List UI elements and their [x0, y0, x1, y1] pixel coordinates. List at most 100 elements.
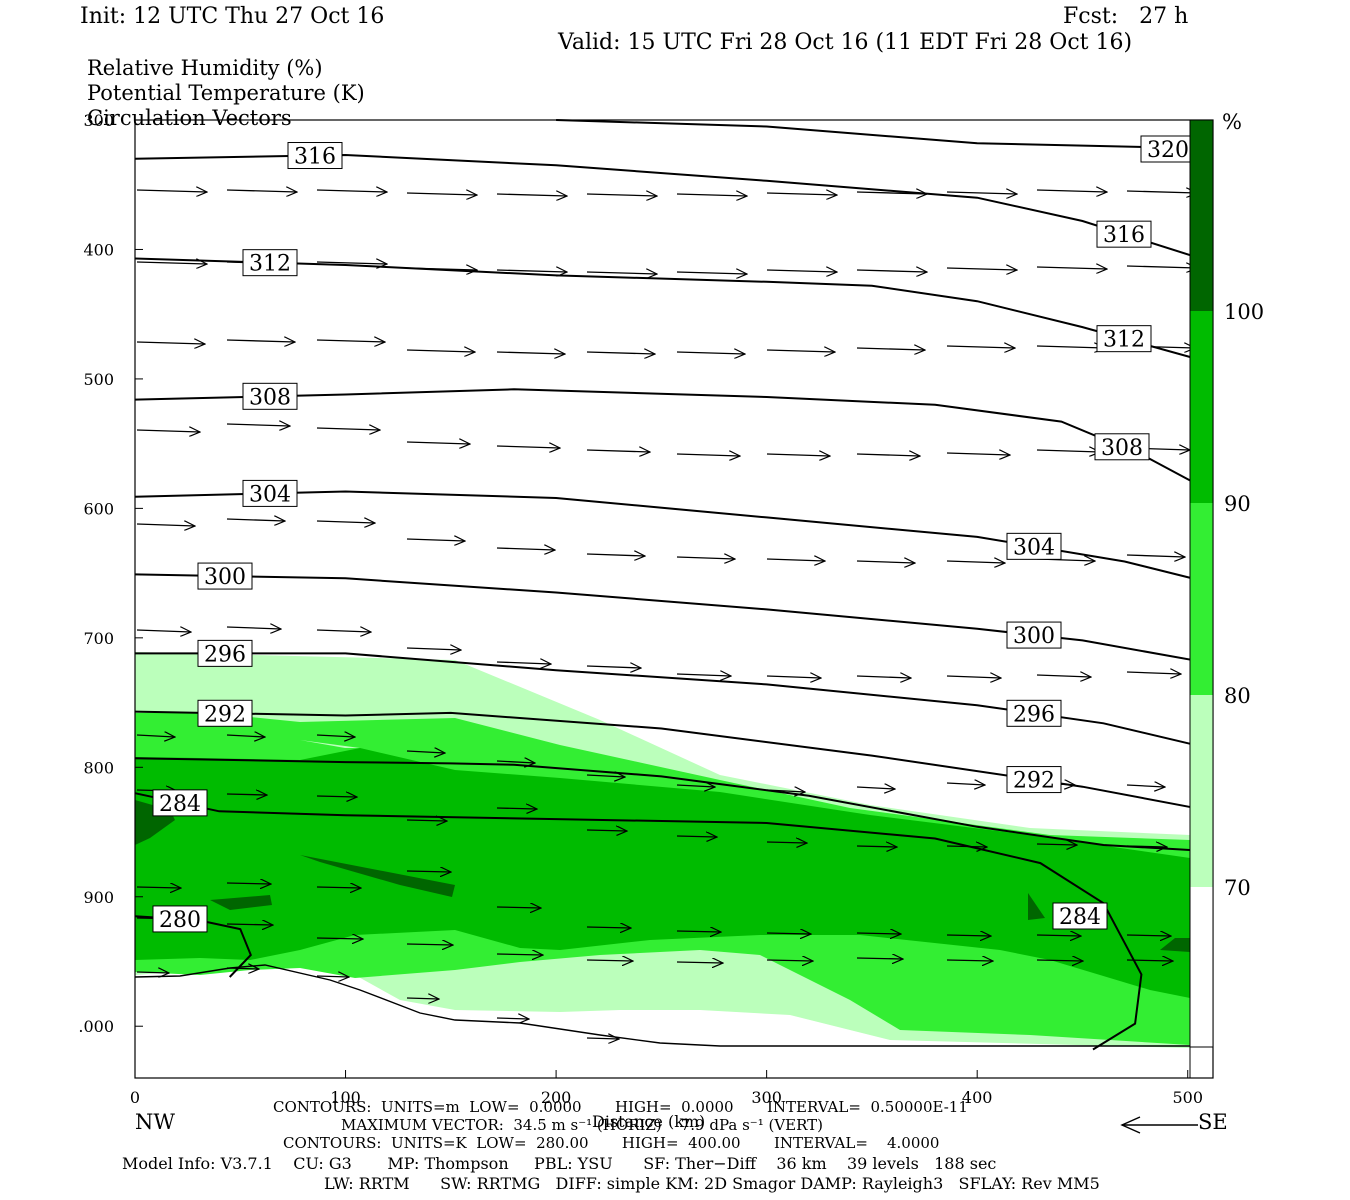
- wind-vector: [1127, 266, 1197, 268]
- theta-label-304: 304: [243, 480, 297, 507]
- svg-text:284: 284: [159, 792, 201, 817]
- wind-vector: [1127, 785, 1165, 787]
- svg-text:296: 296: [204, 642, 246, 667]
- wind-vector: [1037, 267, 1107, 269]
- svg-text:296: 296: [1013, 702, 1055, 727]
- wind-vector: [857, 270, 927, 272]
- wind-vector: [857, 454, 920, 456]
- theta-label-316: 316: [1097, 221, 1151, 248]
- theta-label-308: 308: [243, 383, 297, 410]
- theta-label-312: 312: [243, 250, 297, 277]
- y-tick-label: 800: [83, 758, 114, 777]
- wind-vector: [317, 976, 349, 977]
- wind-vector: [137, 342, 205, 344]
- wind-vector: [497, 446, 560, 448]
- svg-text:304: 304: [1013, 535, 1055, 560]
- direction-nw: NW: [135, 1112, 175, 1133]
- svg-text:308: 308: [1101, 436, 1143, 461]
- svg-text:280: 280: [159, 908, 201, 933]
- model-info: Model Info: V3.7.1 CU: G3 MP: Thompson P…: [122, 1156, 996, 1172]
- theta-label-300: 300: [1007, 622, 1061, 649]
- max-vector-info: MAXIMUM VECTOR: 34.5 m s⁻¹ (HORIZ) 7.9 d…: [341, 1118, 823, 1133]
- wind-vector: [767, 350, 835, 352]
- wind-vector: [137, 430, 200, 432]
- wind-vector: [137, 630, 191, 632]
- wind-vector: [497, 352, 565, 354]
- colorbar-bin-1: [1190, 695, 1213, 887]
- theta-contour-320: [556, 120, 1213, 149]
- wind-vector: [947, 561, 1005, 563]
- wind-vector: [227, 340, 295, 342]
- colorbar-tick-90: 90: [1224, 494, 1251, 515]
- theta-label-296: 296: [198, 640, 252, 667]
- wind-vector: [677, 674, 731, 676]
- wind-vector: [1127, 191, 1197, 193]
- wind-vector: [407, 648, 461, 650]
- wind-vector: [947, 268, 1017, 270]
- wind-vector: [497, 1018, 529, 1019]
- contours-rh-info: CONTOURS: UNITS=m LOW= 0.0000 HIGH= 0.00…: [273, 1100, 968, 1115]
- wind-vector: [1037, 675, 1091, 677]
- wind-vector: [857, 348, 925, 350]
- theta-label-320: 320: [1141, 136, 1195, 163]
- theta-label-296: 296: [1007, 700, 1061, 727]
- svg-text:300: 300: [1013, 624, 1055, 649]
- wind-vector: [497, 548, 555, 550]
- svg-text:308: 308: [249, 385, 291, 410]
- wind-vector: [857, 676, 911, 678]
- wind-vector: [677, 352, 745, 354]
- contours-theta-info: CONTOURS: UNITS=K LOW= 280.00 HIGH= 400.…: [283, 1136, 939, 1151]
- colorbar-tick-80: 80: [1224, 686, 1251, 707]
- colorbar-tick-100: 100: [1224, 302, 1264, 323]
- theta-label-292: 292: [198, 700, 252, 727]
- wind-vector: [497, 662, 551, 664]
- wind-vector: [767, 676, 821, 678]
- wind-vector: [587, 1038, 619, 1039]
- wind-vector: [767, 454, 830, 456]
- wind-vector: [137, 524, 195, 526]
- wind-vector: [227, 519, 285, 521]
- svg-text:320: 320: [1147, 138, 1189, 163]
- wind-vector: [407, 442, 470, 444]
- model-info-physics: LW: RRTM SW: RRTMG DIFF: simple KM: 2D S…: [324, 1176, 1100, 1192]
- theta-label-300: 300: [198, 563, 252, 590]
- wind-vector: [947, 453, 1010, 455]
- wind-vector: [1037, 190, 1107, 192]
- wind-vector: [767, 559, 825, 561]
- colorbar-unit: %: [1222, 112, 1242, 133]
- wind-vector: [137, 262, 207, 264]
- svg-text:292: 292: [1013, 769, 1055, 794]
- wind-vector: [947, 192, 1017, 194]
- x-tick-label: 0: [130, 1088, 140, 1107]
- wind-vector: [587, 450, 650, 452]
- wind-vector: [317, 190, 387, 192]
- wind-vector: [1127, 555, 1185, 557]
- colorbar-bin-3: [1190, 311, 1213, 503]
- svg-text:316: 316: [294, 145, 336, 170]
- wind-vector: [587, 352, 655, 354]
- wind-vector: [587, 194, 657, 196]
- wind-vector: [1037, 450, 1100, 452]
- wind-vector: [497, 270, 567, 272]
- wind-vector: [317, 428, 380, 430]
- wind-vector: [587, 666, 641, 668]
- wind-vector: [857, 561, 915, 563]
- wind-vector: [947, 346, 1015, 348]
- y-tick-label: 300: [83, 111, 114, 130]
- wind-vector: [137, 190, 207, 192]
- wind-vector: [587, 272, 657, 274]
- wind-vector: [407, 350, 475, 352]
- wind-vector: [677, 454, 740, 456]
- wind-vector: [227, 190, 297, 192]
- theta-label-308: 308: [1095, 434, 1149, 461]
- direction-arrow-icon: [1118, 1115, 1198, 1137]
- wind-vector: [677, 272, 747, 274]
- svg-text:316: 316: [1103, 223, 1145, 248]
- wind-vector: [767, 270, 837, 272]
- wind-vector: [317, 521, 375, 523]
- svg-text:304: 304: [249, 482, 291, 507]
- colorbar-bin-4: [1190, 120, 1213, 311]
- colorbar: [1190, 120, 1213, 1047]
- wind-vector: [317, 340, 385, 342]
